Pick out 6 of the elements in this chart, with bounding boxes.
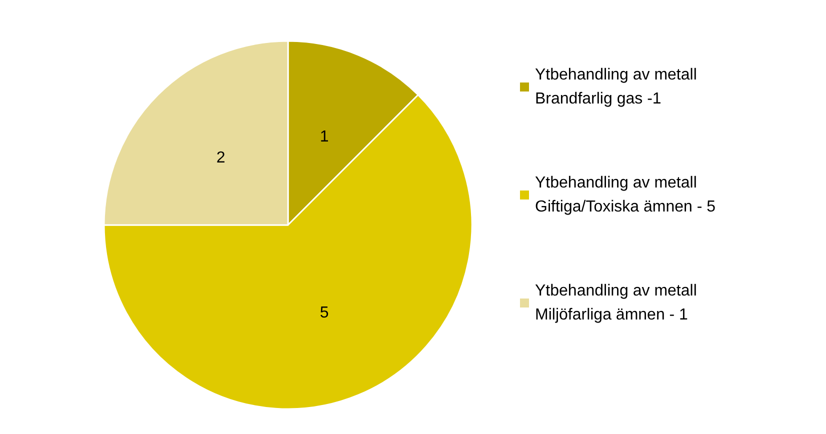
data-label: 1 (320, 128, 329, 146)
legend-label: Ytbehandling av metall Brandfarlig gas -1 (535, 66, 697, 108)
legend-label: Ytbehandling av metall Giftiga/Toxiska ämnen - 5 (535, 174, 716, 216)
legend-label: Ytbehandling av metall Miljöfarliga ämnen - 1 (535, 282, 697, 324)
data-label: 2 (216, 149, 226, 166)
data-label: 5 (320, 304, 329, 322)
